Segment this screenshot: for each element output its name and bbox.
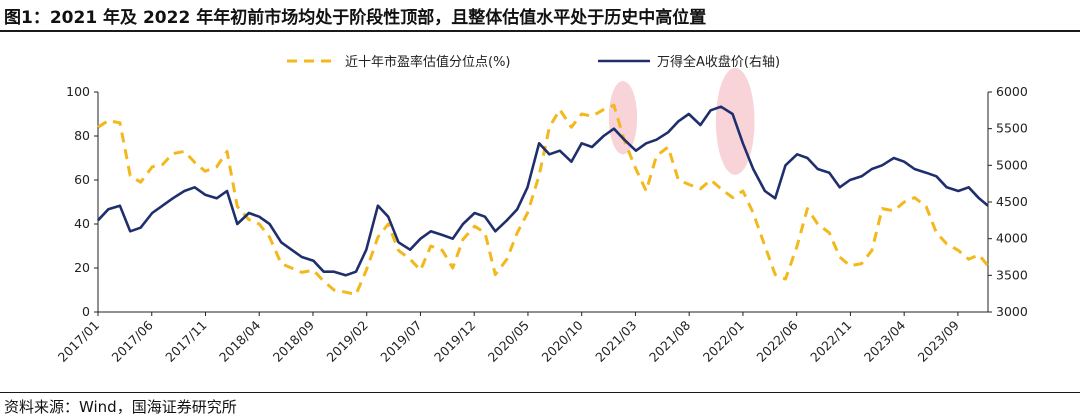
y-tick-label: 20 bbox=[74, 260, 90, 275]
y2-tick-label: 3000 bbox=[996, 304, 1028, 319]
chart: 0 20 40 60 80 100 3000 3500 4000 4500 5000 5500 6000… bbox=[55, 54, 1028, 365]
source-rule bbox=[0, 392, 1080, 393]
x-tick-label: 2020/05 bbox=[485, 318, 532, 365]
y2-tick-label: 5000 bbox=[996, 157, 1028, 172]
x-tick-label: 2023/04 bbox=[861, 317, 908, 364]
legend: 近十年市盈率估值分位点(%) 万得全A收盘价(右轴) bbox=[287, 54, 780, 70]
x-tick-label: 2022/06 bbox=[753, 317, 800, 364]
index-close-line bbox=[97, 105, 989, 277]
y-tick-label: 100 bbox=[66, 84, 90, 99]
y2-tick-label: 4000 bbox=[996, 231, 1028, 246]
y2-tick-label: 3500 bbox=[996, 267, 1028, 282]
x-tick-label: 2023/09 bbox=[915, 317, 962, 364]
figure-title: 图1：2021 年及 2022 年年初前市场均处于阶段性顶部，且整体估值水平处于… bbox=[4, 8, 707, 28]
y-tick-label: 80 bbox=[74, 128, 90, 143]
y-tick-label: 40 bbox=[74, 216, 90, 231]
legend-label-pe: 近十年市盈率估值分位点(%) bbox=[345, 54, 511, 70]
x-tick-label: 2019/07 bbox=[377, 318, 424, 365]
y-tick-label: 0 bbox=[82, 304, 90, 319]
axes-layer: 0 20 40 60 80 100 3000 3500 4000 4500 5000 5500 6000… bbox=[55, 84, 1028, 365]
highlight-ellipse-1 bbox=[608, 81, 638, 155]
x-tick-label: 2017/06 bbox=[109, 317, 156, 364]
x-tick-label: 2017/01 bbox=[55, 318, 102, 365]
x-tick-label: 2021/03 bbox=[592, 318, 639, 365]
series-layer bbox=[97, 103, 990, 296]
x-tick-label: 2022/11 bbox=[807, 318, 854, 365]
x-tick-label: 2020/10 bbox=[538, 317, 585, 364]
x-tick-label: 2017/11 bbox=[162, 318, 209, 365]
x-tick-label: 2022/01 bbox=[700, 318, 747, 365]
legend-label-index: 万得全A收盘价(右轴) bbox=[657, 54, 780, 70]
y-tick-label: 60 bbox=[74, 172, 90, 187]
x-tick-label: 2018/09 bbox=[270, 317, 317, 364]
x-tick-label: 2021/08 bbox=[646, 317, 693, 364]
x-tick-label: 2018/04 bbox=[216, 317, 263, 364]
x-tick-label: 2019/12 bbox=[431, 318, 478, 365]
y2-tick-label: 4500 bbox=[996, 194, 1028, 209]
x-tick-label: 2019/02 bbox=[324, 318, 371, 365]
y2-tick-label: 6000 bbox=[996, 84, 1028, 99]
source-note: 资料来源：Wind，国海证券研究所 bbox=[4, 398, 237, 416]
pe-percentile-line bbox=[97, 103, 990, 296]
y2-tick-label: 5500 bbox=[996, 121, 1028, 136]
title-rule bbox=[0, 30, 1080, 32]
